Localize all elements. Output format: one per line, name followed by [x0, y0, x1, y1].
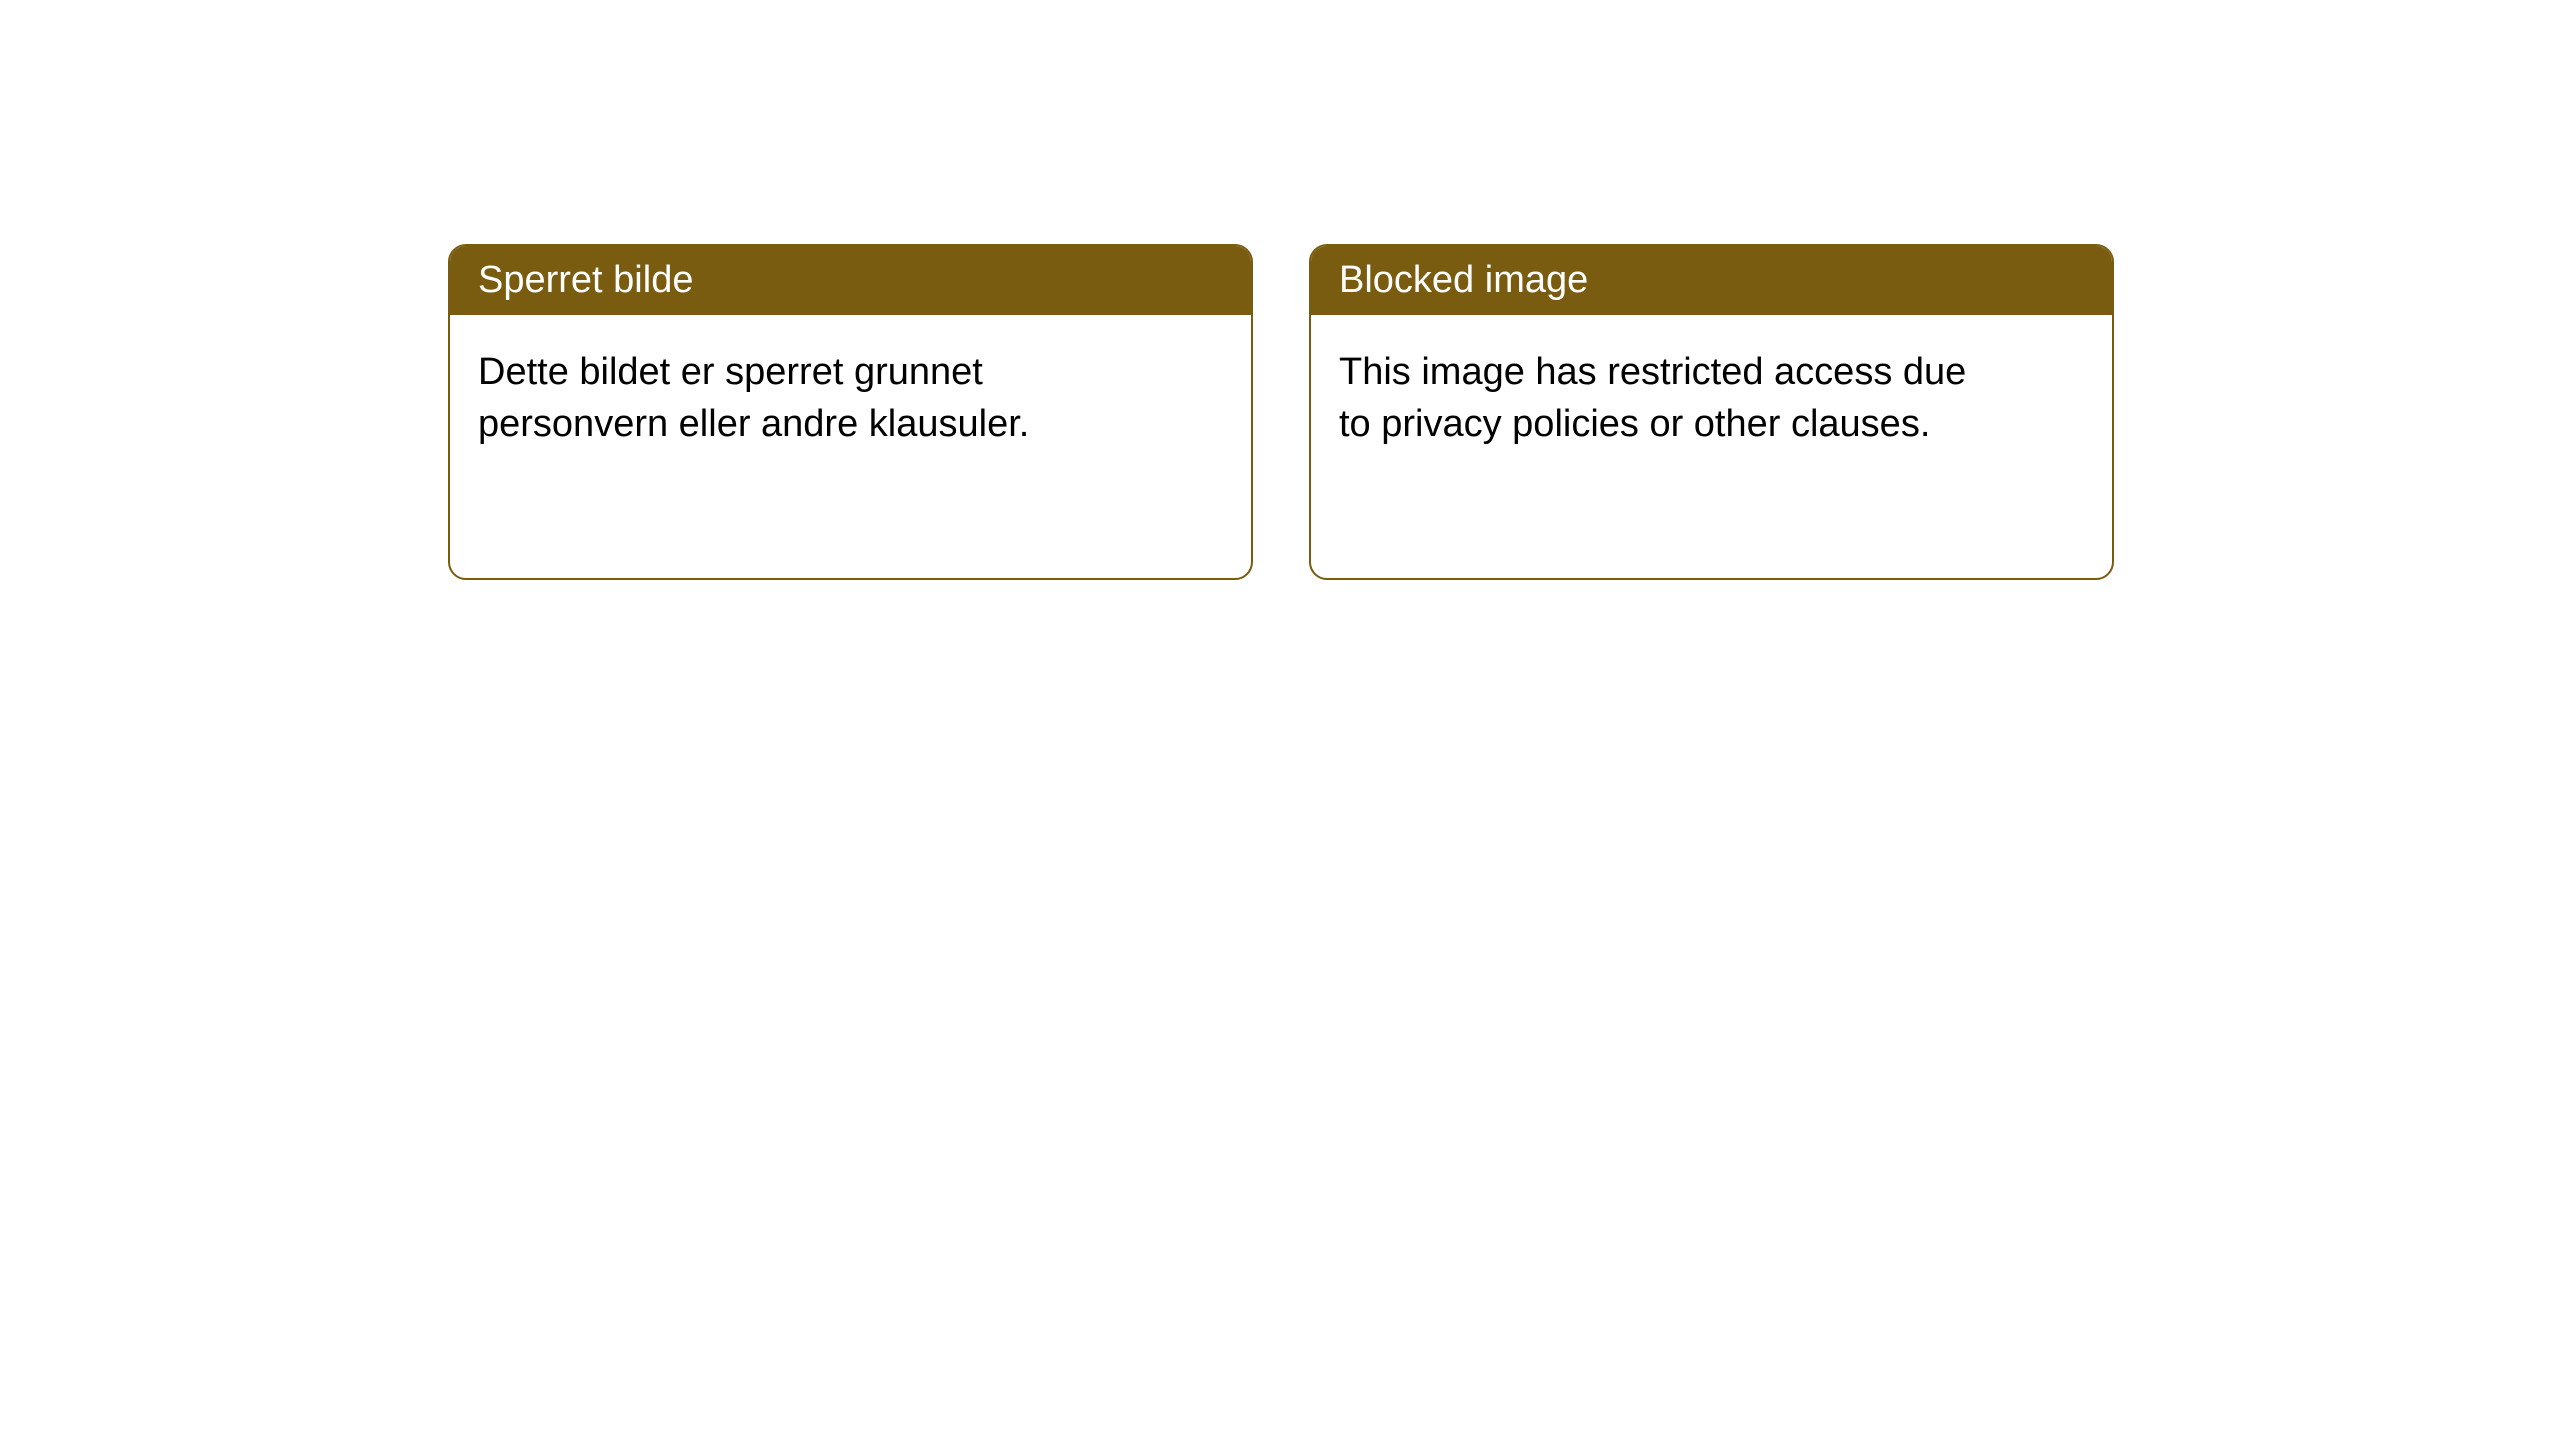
notice-card-container: Sperret bilde Dette bildet er sperret gr… [448, 244, 2114, 580]
notice-card-body: Dette bildet er sperret grunnet personve… [450, 315, 1150, 482]
notice-card-body-text: Dette bildet er sperret grunnet personve… [478, 351, 1029, 444]
notice-card-header: Sperret bilde [450, 246, 1251, 315]
notice-card-title: Blocked image [1339, 259, 1588, 301]
notice-card-header: Blocked image [1311, 246, 2112, 315]
notice-card-body: This image has restricted access due to … [1311, 315, 2011, 482]
notice-card-title: Sperret bilde [478, 259, 693, 301]
notice-card-body-text: This image has restricted access due to … [1339, 351, 1966, 444]
notice-card-norwegian: Sperret bilde Dette bildet er sperret gr… [448, 244, 1253, 580]
notice-card-english: Blocked image This image has restricted … [1309, 244, 2114, 580]
